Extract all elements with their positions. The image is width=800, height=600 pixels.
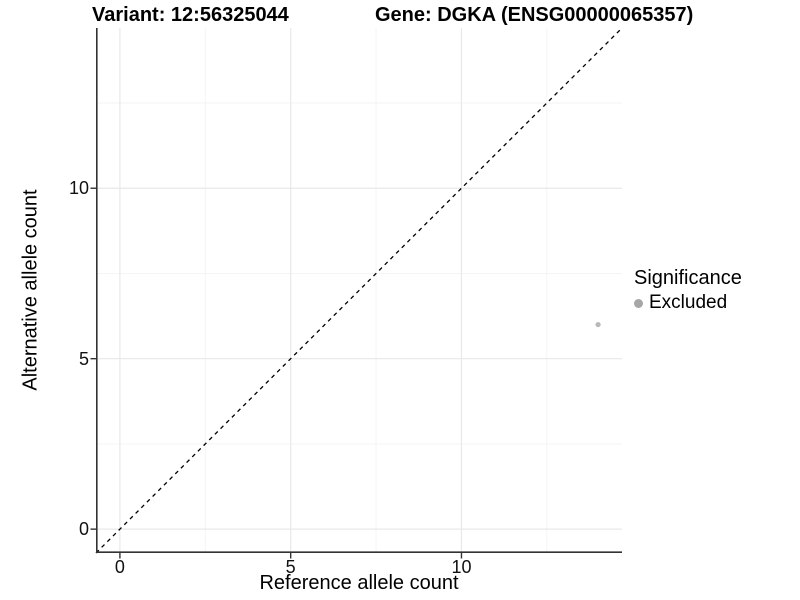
y-tick-label: 5	[78, 348, 89, 369]
x-tick-label: 10	[451, 557, 472, 577]
y-tick-label: 10	[68, 178, 89, 199]
x-tick-label: 5	[285, 557, 296, 577]
plot-title-gene: Gene: DGKA (ENSG00000065357)	[375, 4, 694, 26]
legend: Significance Excluded	[634, 266, 742, 314]
data-point	[595, 321, 601, 328]
plot-title-variant: Variant: 12:56325044	[92, 4, 289, 26]
y-axis-label: Alternative allele count	[19, 189, 42, 391]
legend-key-dot-icon	[634, 298, 643, 308]
legend-item-label: Excluded	[649, 292, 728, 313]
x-axis-label: Reference allele count	[259, 572, 459, 594]
plot-canvas	[90, 27, 623, 559]
legend-title: Significance	[634, 267, 742, 289]
legend-item-excluded: Excluded	[634, 292, 742, 314]
x-tick-label: 0	[114, 557, 125, 577]
y-tick-label: 0	[78, 519, 89, 540]
identity-line	[95, 27, 623, 554]
plot-panel	[90, 27, 623, 559]
